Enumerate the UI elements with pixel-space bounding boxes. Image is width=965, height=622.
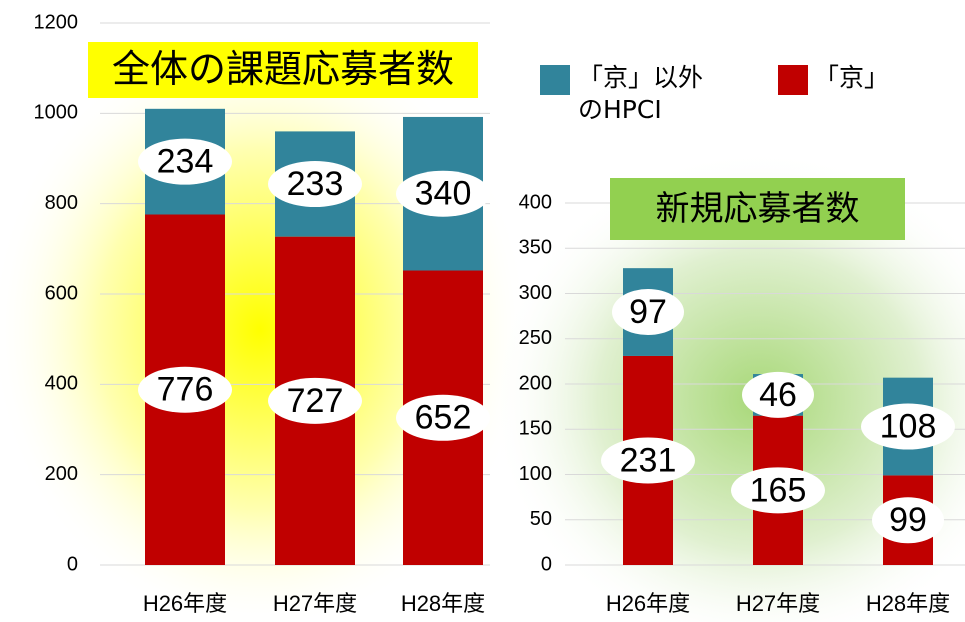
data-label-bg	[268, 377, 362, 424]
data-label: 234	[157, 143, 214, 181]
chart-title: 新規応募者数	[656, 190, 860, 228]
y-tick-label: 400	[45, 373, 78, 395]
x-tick-label: H28年度	[866, 591, 950, 616]
y-tick-label: 200	[519, 372, 552, 394]
y-tick-label: 50	[530, 508, 552, 530]
data-label-bg	[872, 497, 944, 544]
data-label-bg	[138, 138, 232, 185]
data-label-bg	[742, 371, 814, 418]
y-tick-label: 100	[519, 463, 552, 485]
y-tick-label: 600	[45, 282, 78, 304]
y-tick-label: 1200	[34, 11, 79, 33]
y-tick-label: 300	[519, 282, 552, 304]
y-tick-label: 350	[519, 237, 552, 259]
data-label: 231	[620, 441, 677, 479]
y-tick-label: 150	[519, 418, 552, 440]
data-label: 233	[287, 165, 344, 203]
legend-swatch	[540, 65, 570, 95]
y-tick-label: 200	[45, 463, 78, 485]
x-tick-label: H27年度	[273, 591, 357, 616]
data-label: 97	[629, 293, 667, 331]
legend-label-box: 「京」	[814, 63, 890, 92]
data-label-bg	[731, 467, 825, 514]
data-label: 727	[287, 382, 344, 420]
data-label-bg	[138, 366, 232, 413]
data-label: 165	[750, 471, 807, 509]
data-label: 652	[415, 399, 472, 437]
data-label-bg	[268, 161, 362, 208]
y-tick-label: 1000	[34, 102, 79, 124]
y-tick-label: 800	[45, 192, 78, 214]
legend-label-box: 「京」以外のHPCI	[578, 63, 704, 124]
legend-label: 「京」	[814, 63, 890, 92]
title-bg	[610, 178, 905, 240]
data-label-bg	[396, 394, 490, 441]
data-label-bg	[861, 403, 955, 450]
title-bg	[88, 42, 478, 98]
data-label: 99	[889, 501, 927, 539]
y-tick-label: 250	[519, 327, 552, 349]
data-label: 776	[157, 371, 214, 409]
y-tick-label: 0	[67, 553, 78, 575]
data-label: 108	[880, 408, 937, 446]
y-tick-label: 0	[541, 553, 552, 575]
data-label: 340	[415, 175, 472, 213]
data-label: 46	[759, 376, 797, 414]
x-tick-label: H28年度	[401, 591, 485, 616]
background-glow	[490, 150, 965, 622]
data-label-bg	[601, 437, 695, 484]
legend-swatch	[778, 65, 808, 95]
x-tick-label: H26年度	[606, 591, 690, 616]
x-tick-label: H26年度	[143, 591, 227, 616]
chart-title: 全体の課題応募者数	[112, 49, 454, 91]
background-glow	[0, 30, 530, 622]
x-tick-label: H27年度	[736, 591, 820, 616]
legend-label: 「京」以外のHPCI	[578, 63, 704, 124]
data-label-bg	[612, 289, 684, 336]
data-label-bg	[396, 170, 490, 217]
y-tick-label: 400	[519, 191, 552, 213]
